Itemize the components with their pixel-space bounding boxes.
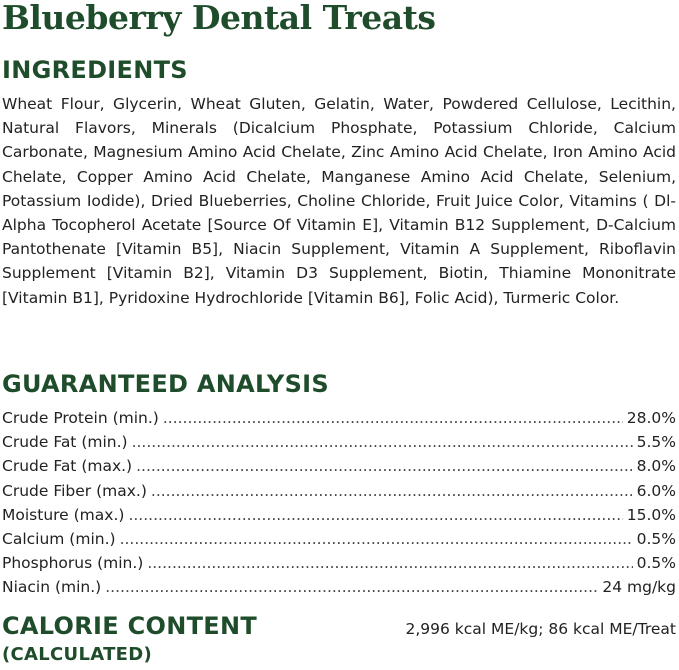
row-label: Crude Fat (max.) <box>2 457 133 476</box>
analysis-row: Crude Fiber (max.) 6.0% <box>2 479 676 503</box>
leader-dots <box>105 575 598 599</box>
row-label: Crude Fiber (max.) <box>2 481 147 500</box>
title: Blueberry Dental Treats <box>2 0 436 37</box>
leader-dots <box>128 503 622 527</box>
row-label: Crude Fat (min.) <box>2 433 128 452</box>
ingredients-text: Wheat Flour, Glycerin, Wheat Gluten, Gel… <box>2 95 676 307</box>
row-value: 8.0% <box>636 457 676 476</box>
calorie-value: 2,996 kcal ME/kg; 86 kcal ME/Treat <box>405 620 677 638</box>
leader-dots <box>147 551 632 575</box>
row-label: Calcium (min.) <box>2 529 116 548</box>
leader-dots <box>132 430 633 454</box>
leader-dots <box>136 454 633 478</box>
analysis-row: Calcium (min.) 0.5% <box>2 527 676 551</box>
analysis-row: Crude Protein (min.) 28.0% <box>2 406 676 430</box>
row-value: 6.0% <box>636 481 676 500</box>
calorie-subheading: (CALCULATED) <box>2 644 153 665</box>
row-label: Niacin (min.) <box>2 578 102 597</box>
ingredients-heading: INGREDIENTS <box>2 56 188 84</box>
row-value: 28.0% <box>626 409 676 427</box>
analysis-row: Phosphorus (min.) 0.5% <box>2 551 676 575</box>
row-value: 15.0% <box>626 505 676 524</box>
row-value: 0.5% <box>636 554 676 573</box>
leader-dots <box>120 527 633 551</box>
analysis-row: Niacin (min.) 24 mg/kg <box>2 575 676 599</box>
row-label: Moisture (max.) <box>2 505 125 524</box>
analysis-row: Moisture (max.) 15.0% <box>2 503 676 527</box>
row-label: Crude Protein (min.) <box>2 409 159 427</box>
leader-dots <box>163 406 623 430</box>
analysis-heading: GUARANTEED ANALYSIS <box>2 370 329 398</box>
row-value: 0.5% <box>636 529 676 548</box>
row-label: Phosphorus (min.) <box>2 554 144 573</box>
leader-dots <box>151 479 633 503</box>
analysis-table: Crude Protein (min.) 28.0% Crude Fat (min.… <box>2 406 676 600</box>
analysis-row: Crude Fat (max.) 8.0% <box>2 454 676 478</box>
row-value: 24 mg/kg <box>602 578 676 597</box>
calorie-heading: CALORIE CONTENT <box>2 612 258 640</box>
row-value: 5.5% <box>636 433 676 452</box>
analysis-row: Crude Fat (min.) 5.5% <box>2 430 676 454</box>
